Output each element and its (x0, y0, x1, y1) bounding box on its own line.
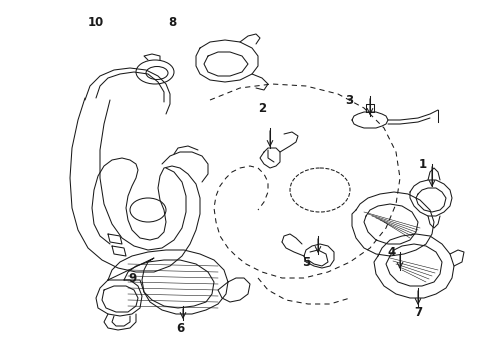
Text: 9: 9 (128, 271, 136, 284)
Text: 5: 5 (302, 256, 310, 269)
Text: 8: 8 (168, 15, 176, 28)
Text: 1: 1 (419, 158, 427, 171)
Text: 3: 3 (345, 94, 353, 107)
Text: 6: 6 (176, 321, 184, 334)
Text: 10: 10 (88, 15, 104, 28)
Text: 7: 7 (414, 306, 422, 319)
Text: 4: 4 (388, 246, 396, 258)
Text: 2: 2 (258, 102, 266, 114)
